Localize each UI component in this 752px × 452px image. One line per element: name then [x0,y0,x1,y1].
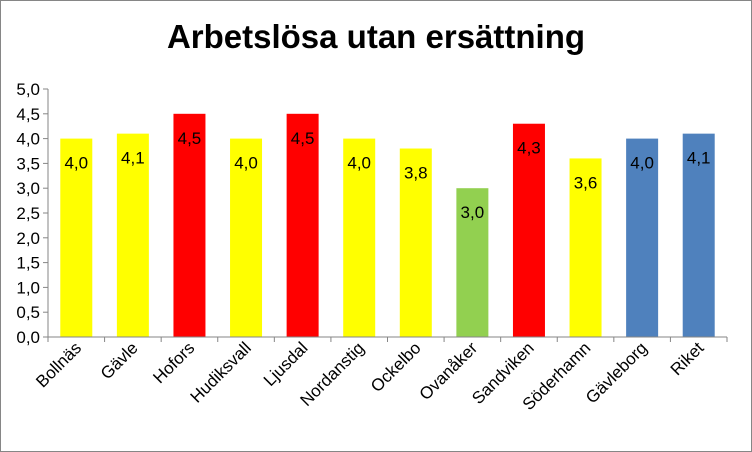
data-label: 4,0 [630,154,654,173]
y-tick-label: 1,0 [16,278,40,297]
data-label: 3,0 [461,203,485,222]
bar-10 [626,138,659,337]
data-label: 4,1 [687,149,711,168]
y-tick-label: 3,0 [16,179,40,198]
y-tick-label: 5,0 [16,80,40,99]
data-label: 3,8 [404,164,428,183]
data-label: 4,0 [347,154,371,173]
data-label: 4,1 [121,149,145,168]
y-tick-label: 1,5 [16,254,40,273]
bar-11 [682,133,715,337]
bar-9 [569,158,602,337]
x-tick-label: Gävle [97,338,142,383]
data-label: 3,6 [574,173,598,192]
data-label: 4,0 [234,154,258,173]
bar-4 [286,113,319,337]
data-label: 4,3 [517,139,541,158]
bar-8 [512,123,545,337]
bar-3 [230,138,263,337]
chart-title: Arbetslösa utan ersättning [166,18,586,55]
data-label: 4,5 [178,129,202,148]
data-label: 4,5 [291,129,315,148]
x-tick-label: Gävleborg [582,338,651,407]
y-tick-label: 2,5 [16,204,40,223]
y-tick-label: 4,5 [16,105,40,124]
x-tick-label: Ljusdal [260,338,312,390]
y-tick-label: 4,0 [16,130,40,149]
y-tick-label: 2,0 [16,229,40,248]
x-tick-label: Hofors [149,338,198,387]
x-tick-label: Bollnäs [32,338,85,391]
bar-6 [399,148,432,337]
bar-0 [60,138,93,337]
y-tick-label: 0,5 [16,303,40,322]
bar-7 [456,188,489,337]
bar-2 [173,113,206,337]
data-label: 4,0 [64,154,88,173]
x-tick-label: Riket [667,338,708,379]
x-tick-label: Ockelbo [367,338,425,396]
bar-1 [116,133,149,337]
y-tick-label: 0,0 [16,328,40,347]
y-tick-label: 3,5 [16,154,40,173]
bar-5 [343,138,376,337]
x-tick-label: Hudiksvall [187,338,255,406]
